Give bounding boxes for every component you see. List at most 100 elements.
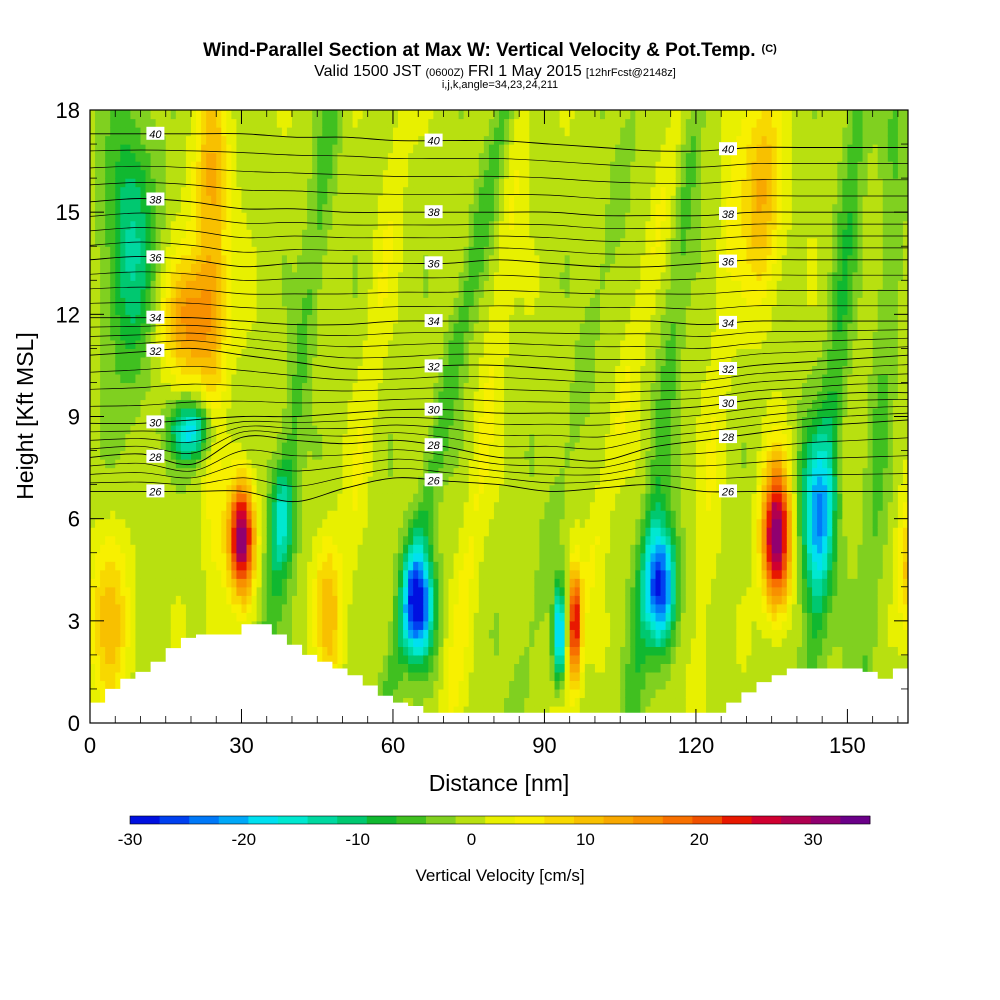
w-cell <box>377 484 384 494</box>
w-cell <box>246 578 253 588</box>
w-cell <box>95 459 101 469</box>
w-cell <box>403 161 409 171</box>
w-cell <box>170 339 177 349</box>
w-cell <box>297 322 303 332</box>
w-cell <box>246 476 253 486</box>
w-cell <box>165 118 172 128</box>
w-cell <box>201 629 207 639</box>
w-cell <box>90 305 96 315</box>
w-cell <box>327 416 333 426</box>
w-cell <box>367 459 374 469</box>
w-cell <box>392 450 399 460</box>
chart-subtitle: Valid 1500 JST (0600Z) FRI 1 May 2015 [12hr… <box>314 63 676 80</box>
w-cell <box>201 186 207 196</box>
w-cell <box>387 161 394 171</box>
w-cell <box>433 552 440 562</box>
w-cell <box>231 416 238 426</box>
w-cell <box>105 110 111 120</box>
w-cell <box>281 476 288 486</box>
w-cell <box>317 518 323 528</box>
w-cell <box>398 212 404 222</box>
w-cell <box>140 603 147 613</box>
w-cell <box>180 135 187 145</box>
w-cell <box>120 620 126 630</box>
w-cell <box>125 322 131 332</box>
w-cell <box>246 237 253 247</box>
w-cell <box>377 671 384 682</box>
w-cell <box>403 178 409 188</box>
w-cell <box>170 178 177 188</box>
w-cell <box>241 552 248 562</box>
w-cell <box>170 365 177 375</box>
w-cell <box>286 476 293 486</box>
w-cell <box>327 544 333 554</box>
w-cell <box>125 527 131 537</box>
w-cell <box>337 544 344 554</box>
w-cell <box>387 152 394 162</box>
w-cell <box>145 467 152 477</box>
w-cell <box>317 195 323 205</box>
w-cell <box>185 561 192 571</box>
w-cell <box>276 144 283 154</box>
w-cell <box>196 433 202 443</box>
w-cell <box>342 663 349 673</box>
w-cell <box>286 144 293 154</box>
w-cell <box>367 535 374 545</box>
w-cell <box>312 237 318 247</box>
w-cell <box>423 110 429 120</box>
w-cell <box>196 297 202 307</box>
w-cell <box>297 476 303 486</box>
w-cell <box>216 297 222 307</box>
w-cell <box>251 595 258 605</box>
w-cell <box>403 450 409 460</box>
w-cell <box>190 254 197 264</box>
w-cell <box>357 263 364 273</box>
w-cell <box>266 135 273 145</box>
w-cell <box>190 365 197 375</box>
w-cell <box>276 544 283 554</box>
w-cell <box>367 229 374 239</box>
w-cell <box>322 459 328 469</box>
w-cell <box>90 280 96 290</box>
w-cell <box>271 127 278 137</box>
w-cell <box>266 535 273 545</box>
w-cell <box>95 629 101 639</box>
w-cell <box>433 390 440 401</box>
w-cell <box>307 110 313 120</box>
w-cell <box>246 603 253 613</box>
w-cell <box>423 697 429 707</box>
w-cell <box>382 561 389 571</box>
w-cell <box>286 510 293 520</box>
w-cell <box>403 305 409 315</box>
w-cell <box>372 212 379 222</box>
w-cell <box>251 544 258 554</box>
w-cell <box>145 578 152 588</box>
w-cell <box>236 195 243 205</box>
w-cell <box>297 629 303 639</box>
w-cell <box>352 637 359 647</box>
w-cell <box>226 339 232 349</box>
w-cell <box>372 178 379 188</box>
w-cell <box>408 135 414 145</box>
w-cell <box>413 433 419 443</box>
w-cell <box>135 612 142 622</box>
w-cell <box>342 433 349 443</box>
w-cell <box>286 442 293 452</box>
w-cell <box>377 612 384 622</box>
w-cell <box>175 493 182 503</box>
w-cell <box>403 416 409 426</box>
w-cell <box>372 544 379 554</box>
w-cell <box>231 305 238 315</box>
w-cell <box>95 118 101 128</box>
w-cell <box>291 637 298 647</box>
w-cell <box>211 552 217 562</box>
w-cell <box>352 152 359 162</box>
w-cell <box>140 118 147 128</box>
w-cell <box>352 118 359 128</box>
w-cell <box>403 654 409 664</box>
w-cell <box>251 459 258 469</box>
w-cell <box>297 569 303 579</box>
w-cell <box>413 425 419 435</box>
w-cell <box>236 161 243 171</box>
w-cell <box>271 297 278 307</box>
